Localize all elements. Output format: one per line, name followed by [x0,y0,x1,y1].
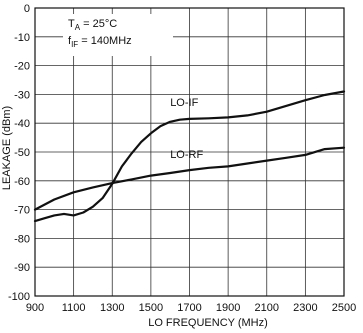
x-tick-label: 900 [26,302,44,314]
x-tick-label: 1500 [139,302,163,314]
x-tick-label: 1700 [177,302,201,314]
conditions-legend: TA = 25°C fIF = 140MHz [63,14,173,56]
y-tick-label: -70 [14,205,30,217]
x-tick-label: 1300 [100,302,124,314]
if-frequency-label: fIF = 140MHz [68,35,132,49]
y-tick-label: -60 [14,176,30,188]
y-tick-label: 0 [24,3,30,15]
x-tick-label: 2500 [332,302,356,314]
y-tick-label: -40 [14,118,30,130]
x-tick-label: 1900 [216,302,240,314]
y-tick-label: -30 [14,89,30,101]
y-tick-label: -50 [14,147,30,159]
series-labels: LO-IF LO-RF [170,97,203,161]
x-tick-label: 1100 [62,302,86,314]
y-axis-title: LEAKAGE (dBm) [1,106,13,190]
x-tick-label: 2300 [293,302,317,314]
y-tick-label: -100 [8,291,30,303]
series-label-lo-rf: LO-RF [170,149,203,161]
y-tick-label: -10 [14,32,30,44]
series-label-lo-if: LO-IF [170,97,198,109]
y-tick-label: -80 [14,233,30,245]
y-tick-label: -20 [14,61,30,73]
x-axis-title: LO FREQUENCY (MHz) [148,317,268,329]
x-tick-label: 2100 [255,302,279,314]
y-tick-label: -90 [14,262,30,274]
